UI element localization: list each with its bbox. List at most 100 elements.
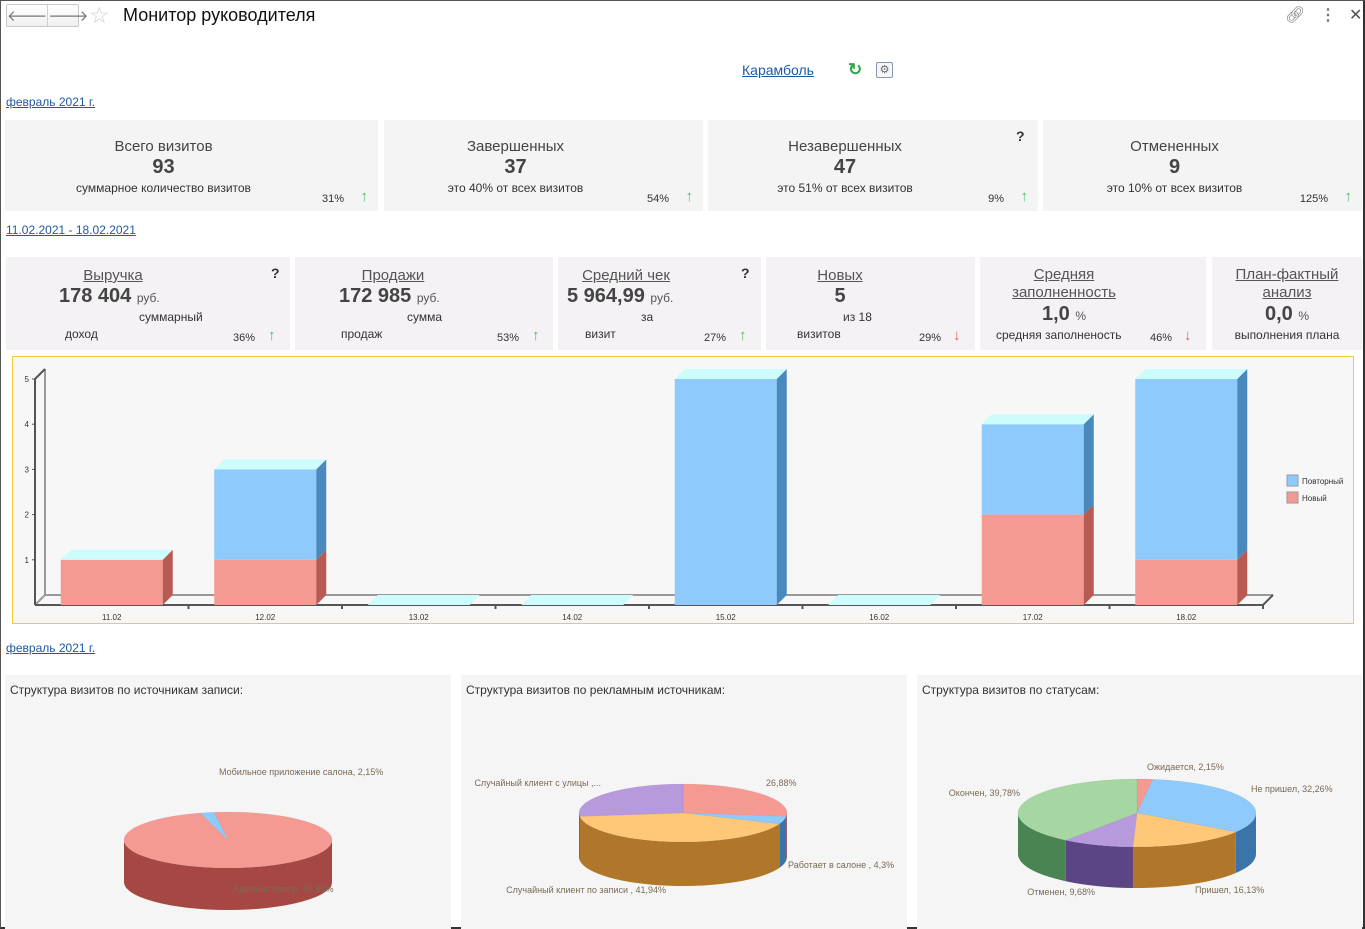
pie-slice-label: Ожидается, 2,15% (1147, 762, 1224, 772)
pie-slice (1132, 812, 1237, 848)
company-link[interactable]: Карамболь (742, 62, 814, 78)
x-axis-cap (1262, 594, 1274, 606)
new-clients-sub1: из 18 (843, 310, 872, 324)
pie-slice (578, 783, 684, 817)
trend-up-icon: ↑ (268, 327, 276, 344)
sales-sub2: продаж (341, 327, 383, 341)
card-change: 31% (321, 193, 344, 205)
pie-slice (1136, 778, 1154, 814)
pie-slice (682, 812, 787, 825)
link-icon[interactable]: 🔗︎ (1285, 7, 1306, 24)
axis-depth (34, 369, 46, 606)
bar-side (1237, 549, 1248, 605)
y-axis-cap (34, 368, 46, 380)
pie-slice-side (579, 813, 580, 861)
card-title: Отмененных (1130, 138, 1219, 155)
sales-change: 53% (497, 332, 520, 344)
plan-fact-title[interactable]: План-фактный анализ (1235, 266, 1339, 301)
card-subtitle: суммарное количество визитов (76, 181, 251, 195)
card-title: Всего визитов (114, 138, 213, 155)
x-tick-label: 11.02 (102, 613, 122, 622)
pie-slice (1064, 812, 1138, 848)
pie-slice-label: Администратор, 97,85% (233, 884, 333, 894)
pie-slice-side (124, 840, 332, 910)
kpi-card-visits: Незавершенных? 47 это 51% от всех визитов 9… (708, 120, 1038, 211)
help-icon[interactable]: ? (1016, 128, 1025, 144)
pie-slice-side (1132, 831, 1236, 888)
period-range-link[interactable]: 11.02.2021 - 18.02.2021 (6, 223, 136, 237)
bar-segment-Новый (981, 514, 1084, 605)
y-tick-label: 4 (25, 420, 30, 429)
kpi-card-new-clients: Новых 5 из 18 визитов 29% ↓ (766, 257, 975, 350)
settings-icon[interactable]: ⚙ (876, 62, 893, 78)
pie-slice (1136, 779, 1257, 833)
bar-side (316, 549, 327, 605)
forward-button[interactable]: 🡒 (47, 5, 88, 26)
y-tick-label: 2 (25, 511, 30, 520)
revenue-sub2: доход (65, 327, 98, 341)
revenue-sub1: суммарный (139, 310, 203, 324)
pie-chart-ads: 26,88% Работает в салоне , 4,3% Случайный … (474, 778, 894, 895)
bar-top (214, 459, 327, 470)
page-title: Монитор руководителя (123, 5, 316, 25)
occupancy-change: 46% (1150, 332, 1173, 344)
card-change: 125% (1299, 193, 1328, 205)
occupancy-title[interactable]: Средняя заполненность (1012, 266, 1116, 301)
trend-up-icon: ↑ (360, 188, 369, 205)
avg-check-title[interactable]: Средний чек (582, 267, 670, 284)
more-vertical-icon[interactable]: ⋮ (1320, 7, 1336, 24)
kpi-card-avg-check: Средний чек ? 5 964,99 руб. за визит 27%… (558, 257, 761, 350)
kpi-card-visits: Отмененных 9 это 10% от всех визитов 125% ↑ (1043, 120, 1362, 211)
sales-title[interactable]: Продажи (361, 267, 425, 284)
trend-up-icon: ↑ (739, 327, 747, 344)
close-icon[interactable]: ✕ (1349, 7, 1363, 24)
back-button[interactable]: 🡐 (7, 5, 47, 26)
star-icon[interactable]: ☆ (89, 2, 110, 28)
pie-slice-label: 26,88% (766, 778, 797, 788)
new-clients-title[interactable]: Новых (817, 267, 863, 284)
visits-bar-chart: 1 2 3 4 5 11.02 12.02 13.02 14.02 15.02 16.02 17.02… (12, 356, 1354, 624)
new-clients-value: 5 (834, 285, 846, 307)
plan-fact-value: 0,0 % (1264, 303, 1310, 325)
pie-slice (1017, 778, 1138, 841)
pie-title: Структура визитов по статусам: (922, 683, 1100, 697)
avg-check-sub2: визит (585, 327, 616, 341)
bar-top (60, 549, 173, 560)
card-change: 9% (988, 193, 1004, 205)
help-icon[interactable]: ? (741, 265, 750, 281)
help-icon[interactable]: ? (271, 265, 280, 281)
pie-slice-side (786, 813, 787, 861)
revenue-value: 178 404 руб. (59, 285, 160, 307)
x-tick-label: 18.02 (1176, 613, 1197, 622)
y-tick-label: 1 (25, 556, 30, 565)
sales-sub1: сумма (407, 310, 443, 324)
bar-side (1083, 414, 1094, 515)
refresh-icon[interactable]: ↻ (848, 60, 863, 79)
nav-buttons: 🡐 🡒 (6, 4, 88, 27)
trend-up-icon: ↑ (532, 327, 540, 344)
bar-top (981, 414, 1094, 425)
new-clients-change: 29% (919, 332, 942, 344)
trend-up-icon: ↑ (685, 188, 694, 205)
avg-check-sub1: за (641, 310, 654, 324)
bar-top (674, 369, 787, 379)
pie-slice (123, 811, 333, 869)
pie-slice (579, 812, 780, 843)
y-tick-label: 5 (25, 375, 30, 384)
pie-slice-side (1065, 840, 1133, 888)
period-link-top[interactable]: февраль 2021 г. (6, 95, 96, 109)
bar-side (1083, 504, 1094, 605)
x-tick-label: 13.02 (409, 613, 430, 622)
bar-segment-Повторный (1135, 379, 1238, 560)
kpi-card-occupancy: Средняя заполненность 1,0 % средняя запол… (980, 257, 1206, 350)
pie-slice-label: Не пришел, 32,26% (1251, 784, 1333, 794)
bar-segment-Новый (1135, 559, 1238, 605)
arrow-left-icon: 🡐 (7, 8, 48, 25)
trend-down-icon: ↓ (953, 327, 961, 344)
card-subtitle: это 51% от всех визитов (777, 181, 913, 195)
bar-top (367, 595, 480, 605)
bar-segment-Повторный (981, 424, 1084, 515)
pie-slice (199, 811, 229, 841)
period-link-bottom[interactable]: февраль 2021 г. (6, 641, 96, 655)
revenue-title[interactable]: Выручка (83, 267, 143, 284)
